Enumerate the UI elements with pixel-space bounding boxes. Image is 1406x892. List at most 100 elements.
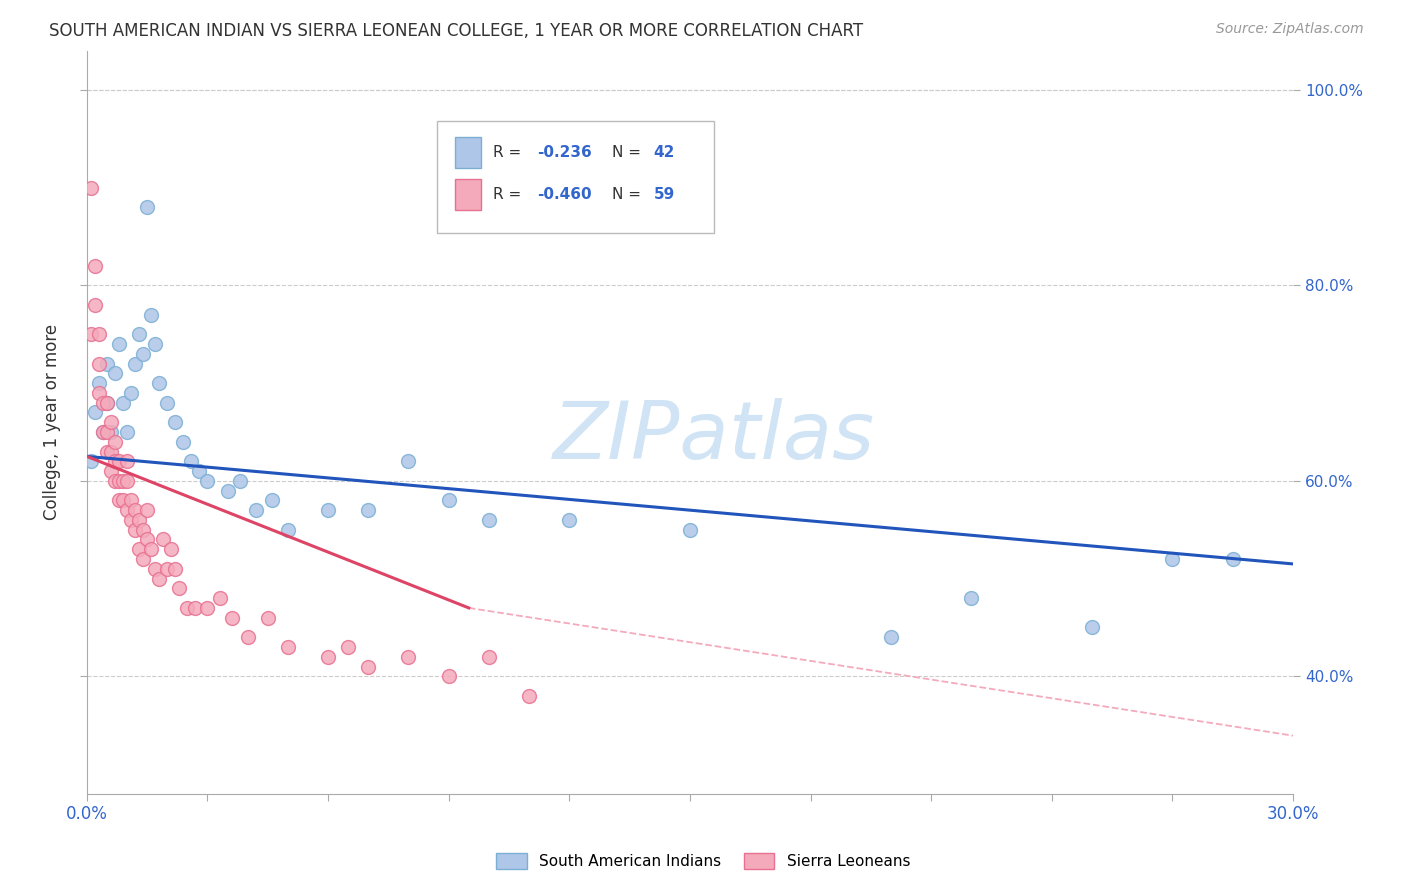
FancyBboxPatch shape <box>437 121 714 233</box>
Point <box>256 610 278 624</box>
Point <box>80 454 103 468</box>
Point <box>1081 620 1104 634</box>
Point <box>172 434 194 449</box>
Point <box>108 493 131 508</box>
Point <box>111 493 134 508</box>
Point <box>128 513 150 527</box>
Point <box>115 454 138 468</box>
Point <box>143 562 166 576</box>
Point <box>128 327 150 342</box>
Point <box>100 415 122 429</box>
Point <box>197 474 219 488</box>
Point <box>100 464 122 478</box>
Point <box>124 503 146 517</box>
Text: 59: 59 <box>654 187 675 202</box>
Point <box>245 503 267 517</box>
Point <box>136 200 159 214</box>
Point <box>960 591 983 606</box>
Point <box>115 503 138 517</box>
Point <box>152 533 174 547</box>
Point <box>108 454 131 468</box>
Point <box>80 327 103 342</box>
Point <box>156 395 179 409</box>
Point <box>87 385 110 400</box>
Point <box>136 503 159 517</box>
Point <box>478 513 501 527</box>
Point <box>104 434 127 449</box>
Point <box>165 415 187 429</box>
Point <box>260 493 283 508</box>
Point <box>188 464 211 478</box>
Point <box>221 610 243 624</box>
Text: 42: 42 <box>654 145 675 160</box>
Point <box>124 357 146 371</box>
Point <box>83 405 105 419</box>
Legend: South American Indians, Sierra Leoneans: South American Indians, Sierra Leoneans <box>489 847 917 875</box>
Point <box>96 357 118 371</box>
Point <box>160 542 183 557</box>
Text: N =: N = <box>612 145 641 160</box>
Point <box>108 337 131 351</box>
Point <box>100 425 122 439</box>
Point <box>1161 552 1184 566</box>
Point <box>111 474 134 488</box>
Point <box>132 347 155 361</box>
Point <box>124 523 146 537</box>
Point <box>148 376 170 390</box>
Text: R =: R = <box>494 145 522 160</box>
Point <box>517 689 540 703</box>
Point <box>277 523 299 537</box>
Text: ZIPatlas: ZIPatlas <box>553 398 875 476</box>
Text: R =: R = <box>494 187 522 202</box>
Point <box>128 542 150 557</box>
Point <box>96 395 118 409</box>
Point <box>208 591 231 606</box>
Point <box>80 180 103 194</box>
Point <box>87 376 110 390</box>
Point <box>679 523 702 537</box>
Point <box>111 395 134 409</box>
Point <box>165 562 187 576</box>
Point <box>96 395 118 409</box>
Point <box>316 649 339 664</box>
Point <box>96 425 118 439</box>
Point <box>217 483 239 498</box>
Point <box>132 523 155 537</box>
Point <box>357 659 380 673</box>
Point <box>1222 552 1244 566</box>
Point <box>236 630 259 644</box>
Point <box>115 425 138 439</box>
Point <box>143 337 166 351</box>
Text: -0.236: -0.236 <box>537 145 592 160</box>
Point <box>87 357 110 371</box>
Point <box>83 298 105 312</box>
Point <box>197 601 219 615</box>
Point <box>184 601 207 615</box>
Point <box>277 640 299 654</box>
Point <box>115 474 138 488</box>
Point <box>180 454 202 468</box>
Point <box>337 640 360 654</box>
Point <box>104 366 127 380</box>
Point <box>108 474 131 488</box>
Point <box>437 493 460 508</box>
Text: N =: N = <box>612 187 641 202</box>
Point <box>437 669 460 683</box>
Point <box>132 552 155 566</box>
Y-axis label: College, 1 year or more: College, 1 year or more <box>44 324 60 520</box>
Point <box>148 572 170 586</box>
Point <box>87 327 110 342</box>
Point <box>100 444 122 458</box>
Point <box>91 395 114 409</box>
Point <box>96 444 118 458</box>
Text: Source: ZipAtlas.com: Source: ZipAtlas.com <box>1216 22 1364 37</box>
Text: SOUTH AMERICAN INDIAN VS SIERRA LEONEAN COLLEGE, 1 YEAR OR MORE CORRELATION CHAR: SOUTH AMERICAN INDIAN VS SIERRA LEONEAN … <box>49 22 863 40</box>
Point <box>156 562 179 576</box>
Point <box>880 630 903 644</box>
FancyBboxPatch shape <box>454 179 481 211</box>
Point <box>357 503 380 517</box>
Point <box>120 385 142 400</box>
Point <box>91 425 114 439</box>
Point <box>169 582 191 596</box>
Point <box>478 649 501 664</box>
